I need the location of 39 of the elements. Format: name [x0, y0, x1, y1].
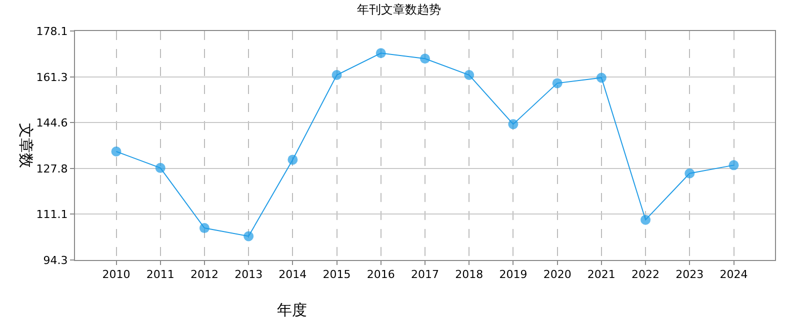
x-tick-label: 2023	[676, 268, 704, 282]
point	[728, 160, 739, 170]
x-tick-label: 2010	[102, 268, 130, 282]
point	[244, 231, 254, 242]
x-tick-label: 2016	[366, 268, 395, 282]
y-tick-label: 127.8	[36, 162, 68, 176]
x-tick-label: 2024	[720, 268, 748, 282]
point	[596, 72, 606, 83]
x-tick-label: 2020	[543, 268, 572, 282]
x-tick-label: 2014	[278, 268, 307, 282]
point	[332, 70, 342, 80]
x-tick-label: 2018	[455, 268, 484, 282]
point	[508, 119, 518, 130]
point	[288, 154, 298, 165]
y-tick-label: 94.3	[43, 254, 68, 267]
point	[155, 162, 166, 173]
x-axis-title: 年度	[277, 301, 307, 319]
point	[684, 168, 695, 178]
x-tick-label: 2013	[234, 268, 263, 282]
point	[464, 70, 474, 80]
chart-title: 年刊文章数趋势	[357, 2, 441, 16]
x-tick-label: 2022	[632, 268, 660, 282]
y-tick-label: 111.1	[36, 208, 68, 221]
point	[111, 146, 122, 157]
point	[640, 214, 651, 225]
x-tick-label: 2011	[146, 268, 174, 282]
x-tick-label: 2015	[322, 268, 351, 282]
y-tick-label: 144.6	[36, 116, 68, 130]
x-tick-label: 2021	[587, 268, 616, 282]
point	[420, 54, 430, 64]
y-tick-label: 178.1	[36, 24, 68, 38]
point	[552, 78, 562, 88]
y-axis-title: 文章数	[17, 123, 35, 168]
x-tick-label: 2017	[411, 268, 439, 282]
x-tick-label: 2012	[190, 268, 218, 282]
point	[376, 48, 386, 58]
point	[199, 223, 210, 234]
y-tick-label: 161.3	[36, 70, 68, 84]
x-tick-label: 2019	[499, 268, 528, 282]
